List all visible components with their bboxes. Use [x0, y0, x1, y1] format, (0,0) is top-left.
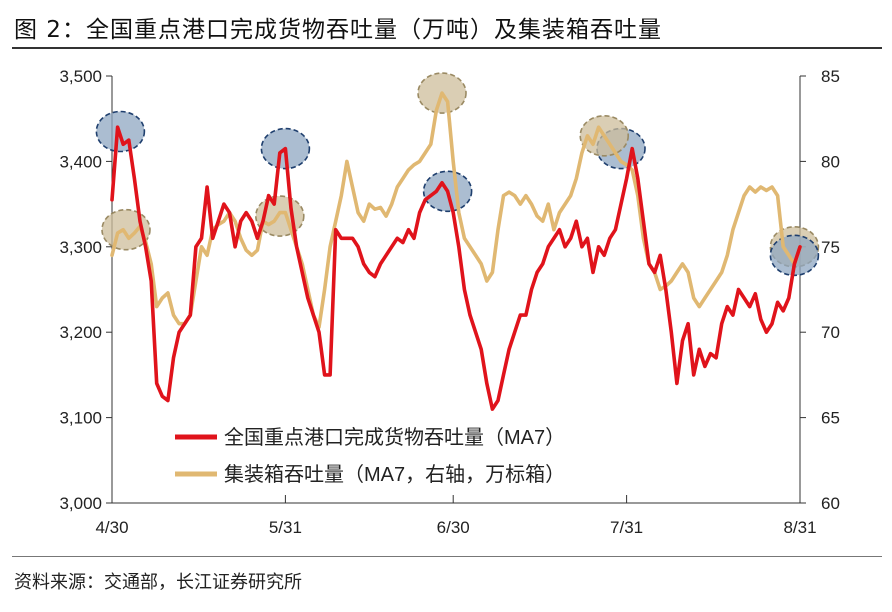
source-note: 资料来源：交通部，长江证券研究所 [14, 572, 302, 593]
series-line-container [110, 91, 802, 329]
left-tick-label: 3,400 [59, 152, 102, 171]
series-layer [110, 91, 802, 411]
title-rule [12, 47, 882, 49]
x-tick-label: 4/30 [95, 518, 128, 537]
right-tick-label: 75 [821, 238, 840, 257]
left-tick-label: 3,200 [59, 323, 102, 342]
axes: 3,000 3,100 3,200 3,300 3,400 3,500 60 65 70 75 80… [59, 67, 839, 537]
legend: 全国重点港口完成货物吞吐量（MA7） 集装箱吞吐量（MA7，右轴，万标箱） [175, 426, 565, 486]
x-tick-label: 7/31 [610, 518, 643, 537]
x-tick-label: 5/31 [269, 518, 302, 537]
right-tick-label: 70 [821, 323, 840, 342]
left-tick-label: 3,100 [59, 409, 102, 428]
left-tick-label: 3,500 [59, 67, 102, 86]
right-tick-label: 60 [821, 494, 840, 513]
highlight-circle-tan [101, 208, 151, 251]
right-tick-label: 80 [821, 152, 840, 171]
footer-rule [12, 556, 882, 557]
x-tick-label: 6/30 [437, 518, 470, 537]
series-line-cargo [110, 125, 802, 411]
figure-title: 图 2：全国重点港口完成货物吞吐量（万吨）及集装箱吞吐量 [14, 17, 662, 43]
right-tick-label: 65 [821, 409, 840, 428]
left-tick-label: 3,000 [59, 494, 102, 513]
legend-label-container: 集装箱吞吐量（MA7，右轴，万标箱） [224, 463, 565, 486]
legend-label-cargo: 全国重点港口完成货物吞吐量（MA7） [224, 426, 565, 449]
right-tick-label: 85 [821, 67, 840, 86]
x-tick-label: 8/31 [783, 518, 816, 537]
left-tick-label: 3,300 [59, 238, 102, 257]
